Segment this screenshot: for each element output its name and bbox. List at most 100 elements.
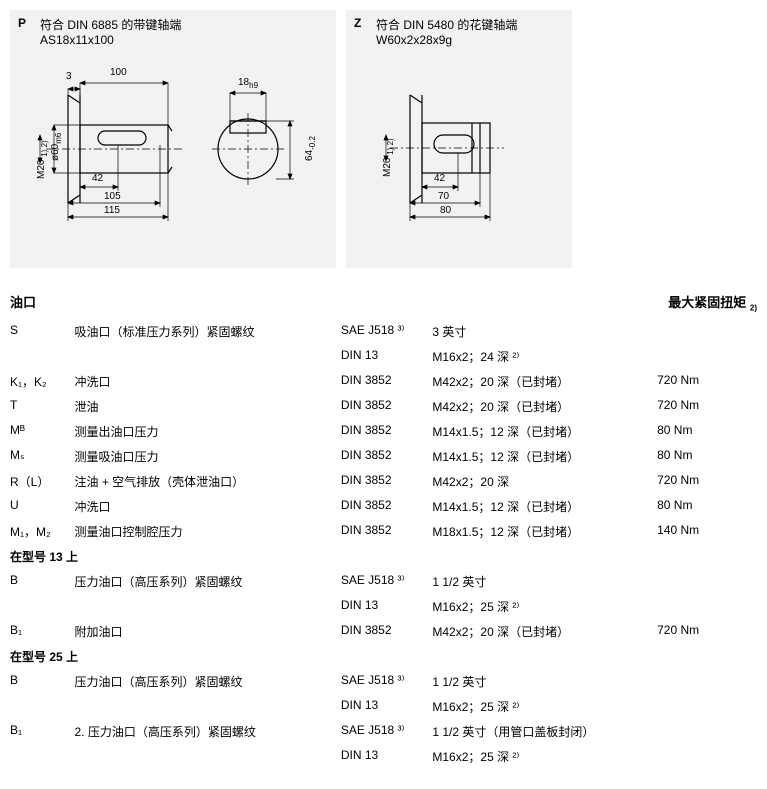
cell-desc (75, 594, 341, 619)
cell-spec: M18x1.5；12 深（已封堵） (432, 519, 657, 544)
dim-p-115: 115 (104, 205, 120, 216)
cell-sym: B₁ (10, 619, 75, 644)
cell-sym: U (10, 494, 75, 519)
table-row: M₁，M₂测量油口控制腔压力DIN 3852M18x1.5；12 深（已封堵）1… (10, 519, 757, 544)
dim-p-100: 100 (110, 67, 127, 78)
dim-p-64: 64-0.2 (304, 136, 317, 161)
diagram-z-box: Z 符合 DIN 5480 的花键轴端 W60x2x28x9g (346, 10, 572, 268)
dim-p-42: 42 (92, 173, 103, 184)
group-25-heading: 在型号 25 上 (10, 644, 757, 669)
table-row: B₁2. 压力油口（高压系列）紧固螺纹SAE J518 ³⁾1 1/2 英寸（用… (10, 719, 757, 744)
table-row: Mₛ测量吸油口压力DIN 3852M14x1.5；12 深（已封堵）80 Nm (10, 444, 757, 469)
cell-desc: 冲洗口 (75, 494, 341, 519)
cell-std: DIN 3852 (341, 494, 433, 519)
cell-std: DIN 13 (341, 744, 433, 769)
cell-torque: 720 Nm (657, 394, 757, 419)
cell-desc (75, 344, 341, 369)
table-row: K₁，K₂冲洗口DIN 3852M42x2；20 深（已封堵）720 Nm (10, 369, 757, 394)
diagram-p-box: P 符合 DIN 6885 的带键轴端 AS18x11x100 (10, 10, 336, 268)
cell-desc: 附加油口 (75, 619, 341, 644)
cell-sym: S (10, 319, 75, 344)
cell-sym: R（L） (10, 469, 75, 494)
diagram-p-canvas: 3 100 18h9 ø60m6 M20 1) 2) 64-0.2 42 105… (18, 53, 328, 243)
page-root: P 符合 DIN 6885 的带键轴端 AS18x11x100 (0, 0, 767, 789)
cell-desc: 注油 + 空气排放（壳体泄油口） (75, 469, 341, 494)
diagrams-row: P 符合 DIN 6885 的带键轴端 AS18x11x100 (10, 10, 757, 268)
table-row: U冲洗口DIN 3852M14x1.5；12 深（已封堵）80 Nm (10, 494, 757, 519)
cell-spec: M14x1.5；12 深（已封堵） (432, 444, 657, 469)
cell-std: DIN 13 (341, 694, 433, 719)
cell-sym: B (10, 569, 75, 594)
cell-torque: 80 Nm (657, 444, 757, 469)
ports-header-row: 油口 最大紧固扭矩 2) (10, 292, 757, 313)
table-row: B压力油口（高压系列）紧固螺纹SAE J518 ³⁾1 1/2 英寸 (10, 669, 757, 694)
cell-std: SAE J518 ³⁾ (341, 669, 433, 694)
cell-torque (657, 344, 757, 369)
cell-spec: M16x2；25 深 ²⁾ (432, 744, 657, 769)
cell-sym: B₁ (10, 719, 75, 744)
group-13-heading: 在型号 13 上 (10, 544, 757, 569)
cell-std: DIN 3852 (341, 419, 433, 444)
cell-desc: 压力油口（高压系列）紧固螺纹 (75, 569, 341, 594)
cell-sym (10, 694, 75, 719)
cell-spec: M42x2；20 深（已封堵） (432, 369, 657, 394)
cell-spec: M14x1.5；12 深（已封堵） (432, 419, 657, 444)
dim-z-m20: M20 1) 2) (382, 138, 395, 177)
cell-std: DIN 3852 (341, 519, 433, 544)
cell-desc: 测量吸油口压力 (75, 444, 341, 469)
cell-sym (10, 594, 75, 619)
cell-spec: 1 1/2 英寸 (432, 669, 657, 694)
diagram-z-title: 符合 DIN 5480 的花键轴端 (376, 16, 517, 33)
table-row: T泄油DIN 3852M42x2；20 深（已封堵）720 Nm (10, 394, 757, 419)
cell-torque: 720 Nm (657, 369, 757, 394)
diagram-z-canvas: M20 1) 2) 42 70 80 (354, 53, 564, 243)
cell-spec: M16x2；24 深 ²⁾ (432, 344, 657, 369)
cell-sym: K₁，K₂ (10, 369, 75, 394)
cell-sym: M₁，M₂ (10, 519, 75, 544)
cell-std: DIN 3852 (341, 619, 433, 644)
cell-desc: 测量出油口压力 (75, 419, 341, 444)
diagram-z-header: Z 符合 DIN 5480 的花键轴端 (354, 16, 564, 33)
dim-p-18: 18h9 (238, 77, 258, 90)
cell-torque (657, 744, 757, 769)
table-row: B₁附加油口DIN 3852M42x2；20 深（已封堵）720 Nm (10, 619, 757, 644)
cell-desc: 吸油口（标准压力系列）紧固螺纹 (75, 319, 341, 344)
table-row: DIN 13M16x2；25 深 ²⁾ (10, 594, 757, 619)
cell-torque (657, 669, 757, 694)
table-row: DIN 13M16x2；25 深 ²⁾ (10, 744, 757, 769)
ports-table: S吸油口（标准压力系列）紧固螺纹SAE J518 ³⁾3 英寸DIN 13M16… (10, 319, 757, 769)
cell-sym: Mₛ (10, 444, 75, 469)
dim-p-3: 3 (66, 71, 72, 82)
cell-spec: 1 1/2 英寸 (432, 569, 657, 594)
cell-sym (10, 344, 75, 369)
table-row: S吸油口（标准压力系列）紧固螺纹SAE J518 ³⁾3 英寸 (10, 319, 757, 344)
dim-p-diam60: ø60m6 (50, 133, 63, 161)
table-row: DIN 13M16x2；24 深 ²⁾ (10, 344, 757, 369)
cell-std: SAE J518 ³⁾ (341, 569, 433, 594)
cell-torque (657, 594, 757, 619)
diagram-p-title: 符合 DIN 6885 的带键轴端 (40, 16, 181, 33)
cell-torque: 80 Nm (657, 419, 757, 444)
diagram-p-header: P 符合 DIN 6885 的带键轴端 (18, 16, 328, 33)
cell-spec: M16x2；25 深 ²⁾ (432, 594, 657, 619)
cell-std: SAE J518 ³⁾ (341, 719, 433, 744)
dim-z-80: 80 (440, 205, 451, 216)
cell-std: DIN 3852 (341, 444, 433, 469)
dim-p-105: 105 (104, 191, 121, 202)
ports-section: 油口 最大紧固扭矩 2) S吸油口（标准压力系列）紧固螺纹SAE J518 ³⁾… (10, 292, 757, 769)
dim-z-70: 70 (438, 191, 449, 202)
dim-z-42: 42 (434, 173, 445, 184)
cell-spec: M42x2；20 深（已封堵） (432, 394, 657, 419)
cell-sym: T (10, 394, 75, 419)
cell-spec: M14x1.5；12 深（已封堵） (432, 494, 657, 519)
cell-torque: 720 Nm (657, 469, 757, 494)
table-row: DIN 13M16x2；25 深 ²⁾ (10, 694, 757, 719)
cell-sym (10, 744, 75, 769)
cell-std: SAE J518 ³⁾ (341, 319, 433, 344)
cell-spec: M42x2；20 深（已封堵） (432, 619, 657, 644)
cell-desc: 测量油口控制腔压力 (75, 519, 341, 544)
cell-std: DIN 13 (341, 344, 433, 369)
torque-heading: 最大紧固扭矩 2) (668, 292, 757, 313)
diagram-p-svg (18, 53, 318, 239)
cell-torque: 720 Nm (657, 619, 757, 644)
